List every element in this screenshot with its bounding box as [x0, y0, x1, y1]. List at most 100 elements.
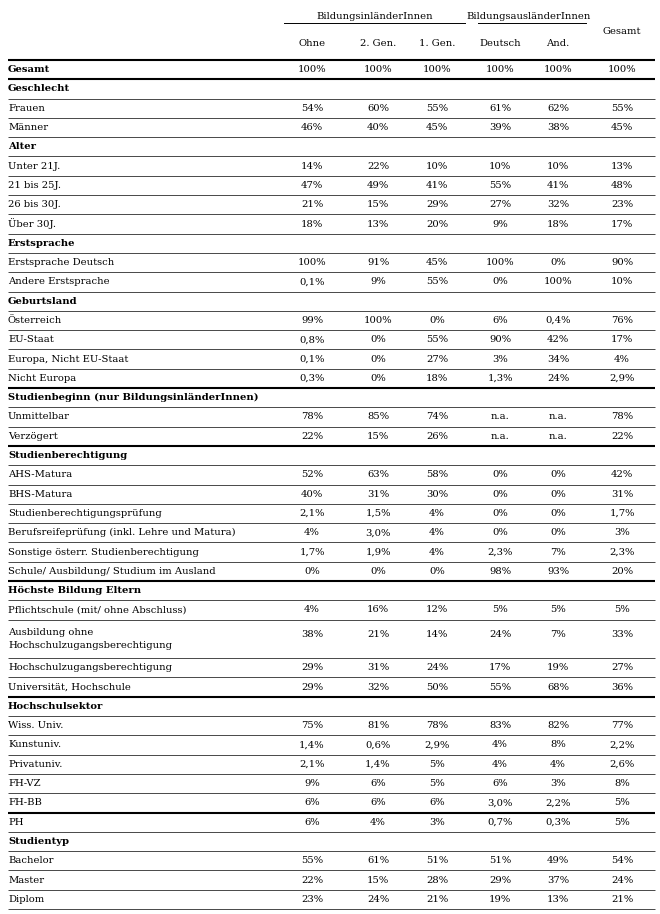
Text: 0%: 0%	[492, 509, 508, 518]
Text: 77%: 77%	[611, 721, 633, 730]
Text: 54%: 54%	[611, 856, 633, 866]
Text: FH-BB: FH-BB	[8, 798, 42, 807]
Text: 0%: 0%	[370, 355, 386, 364]
Text: 22%: 22%	[367, 162, 389, 171]
Text: 0,3%: 0,3%	[545, 818, 571, 826]
Text: 7%: 7%	[550, 630, 566, 639]
Text: 51%: 51%	[426, 856, 448, 866]
Text: 3%: 3%	[429, 818, 445, 826]
Text: 15%: 15%	[367, 200, 389, 209]
Text: Geschlecht: Geschlecht	[8, 84, 70, 93]
Text: 0,6%: 0,6%	[366, 740, 391, 749]
Text: 2,2%: 2,2%	[609, 740, 635, 749]
Text: 93%: 93%	[547, 567, 569, 576]
Text: 1. Gen.: 1. Gen.	[419, 39, 455, 48]
Text: 1,5%: 1,5%	[365, 509, 391, 518]
Text: 1,3%: 1,3%	[487, 374, 513, 383]
Text: 55%: 55%	[489, 683, 511, 692]
Text: BildungsinländerInnen: BildungsinländerInnen	[316, 12, 433, 21]
Text: 4%: 4%	[429, 547, 445, 557]
Text: 61%: 61%	[367, 856, 389, 866]
Text: 0%: 0%	[492, 490, 508, 499]
Text: BHS-Matura: BHS-Matura	[8, 490, 73, 499]
Text: 6%: 6%	[492, 316, 508, 325]
Text: 13%: 13%	[611, 162, 633, 171]
Text: 12%: 12%	[426, 605, 448, 614]
Text: 22%: 22%	[301, 431, 323, 441]
Text: 24%: 24%	[367, 895, 389, 904]
Text: 1,9%: 1,9%	[365, 547, 391, 557]
Text: Über 30J.: Über 30J.	[8, 218, 56, 229]
Text: 85%: 85%	[367, 412, 389, 421]
Text: 0,1%: 0,1%	[299, 277, 325, 286]
Text: 10%: 10%	[489, 162, 511, 171]
Text: Geburtsland: Geburtsland	[8, 297, 78, 305]
Text: 54%: 54%	[301, 103, 323, 112]
Text: 27%: 27%	[489, 200, 511, 209]
Text: 16%: 16%	[367, 605, 389, 614]
Text: Verzögert: Verzögert	[8, 431, 58, 441]
Text: 17%: 17%	[611, 219, 633, 228]
Text: 24%: 24%	[489, 630, 511, 639]
Text: 3,0%: 3,0%	[366, 528, 391, 537]
Text: n.a.: n.a.	[548, 412, 568, 421]
Text: 40%: 40%	[367, 123, 389, 132]
Text: 100%: 100%	[486, 258, 514, 267]
Text: 63%: 63%	[367, 471, 389, 479]
Text: 100%: 100%	[298, 65, 326, 74]
Text: 36%: 36%	[611, 683, 633, 692]
Text: Europa, Nicht EU-Staat: Europa, Nicht EU-Staat	[8, 355, 129, 364]
Text: 49%: 49%	[367, 181, 389, 190]
Text: 6%: 6%	[304, 818, 320, 826]
Text: 0%: 0%	[492, 528, 508, 537]
Text: Studientyp: Studientyp	[8, 837, 69, 846]
Text: 0,7%: 0,7%	[487, 818, 513, 826]
Text: 26%: 26%	[426, 431, 448, 441]
Text: 45%: 45%	[426, 258, 448, 267]
Text: Studienberechtigungsprüfung: Studienberechtigungsprüfung	[8, 509, 162, 518]
Text: 18%: 18%	[301, 219, 323, 228]
Text: Erstsprache: Erstsprache	[8, 239, 75, 248]
Text: 74%: 74%	[426, 412, 448, 421]
Text: 48%: 48%	[611, 181, 633, 190]
Text: 4%: 4%	[492, 740, 508, 749]
Text: 6%: 6%	[304, 798, 320, 807]
Text: 27%: 27%	[611, 664, 633, 673]
Text: 45%: 45%	[426, 123, 448, 132]
Text: 20%: 20%	[426, 219, 448, 228]
Text: 15%: 15%	[367, 431, 389, 441]
Text: FH-VZ: FH-VZ	[8, 779, 41, 788]
Text: 1,4%: 1,4%	[299, 740, 325, 749]
Text: 6%: 6%	[370, 779, 386, 788]
Text: 5%: 5%	[614, 798, 630, 807]
Text: PH: PH	[8, 818, 24, 826]
Text: 5%: 5%	[492, 605, 508, 614]
Text: 0,1%: 0,1%	[299, 355, 325, 364]
Text: Studienberechtigung: Studienberechtigung	[8, 451, 127, 460]
Text: 41%: 41%	[426, 181, 448, 190]
Text: 29%: 29%	[489, 876, 511, 885]
Text: 2,1%: 2,1%	[299, 760, 325, 769]
Text: 4%: 4%	[304, 605, 320, 614]
Text: 5%: 5%	[429, 779, 445, 788]
Text: 6%: 6%	[429, 798, 445, 807]
Text: Alter: Alter	[8, 143, 36, 152]
Text: 38%: 38%	[547, 123, 569, 132]
Text: 28%: 28%	[426, 876, 448, 885]
Text: 42%: 42%	[547, 335, 569, 345]
Text: 58%: 58%	[426, 471, 448, 479]
Text: 4%: 4%	[429, 528, 445, 537]
Text: 61%: 61%	[489, 103, 511, 112]
Text: Nicht Europa: Nicht Europa	[8, 374, 77, 383]
Text: Frauen: Frauen	[8, 103, 45, 112]
Text: 21%: 21%	[611, 895, 633, 904]
Text: 2,6%: 2,6%	[609, 760, 635, 769]
Text: 91%: 91%	[367, 258, 389, 267]
Text: Schule/ Ausbildung/ Studium im Ausland: Schule/ Ausbildung/ Studium im Ausland	[8, 567, 216, 576]
Text: 50%: 50%	[426, 683, 448, 692]
Text: 2,1%: 2,1%	[299, 509, 325, 518]
Text: 5%: 5%	[550, 605, 566, 614]
Text: 4%: 4%	[550, 760, 566, 769]
Text: 78%: 78%	[301, 412, 323, 421]
Text: 41%: 41%	[547, 181, 569, 190]
